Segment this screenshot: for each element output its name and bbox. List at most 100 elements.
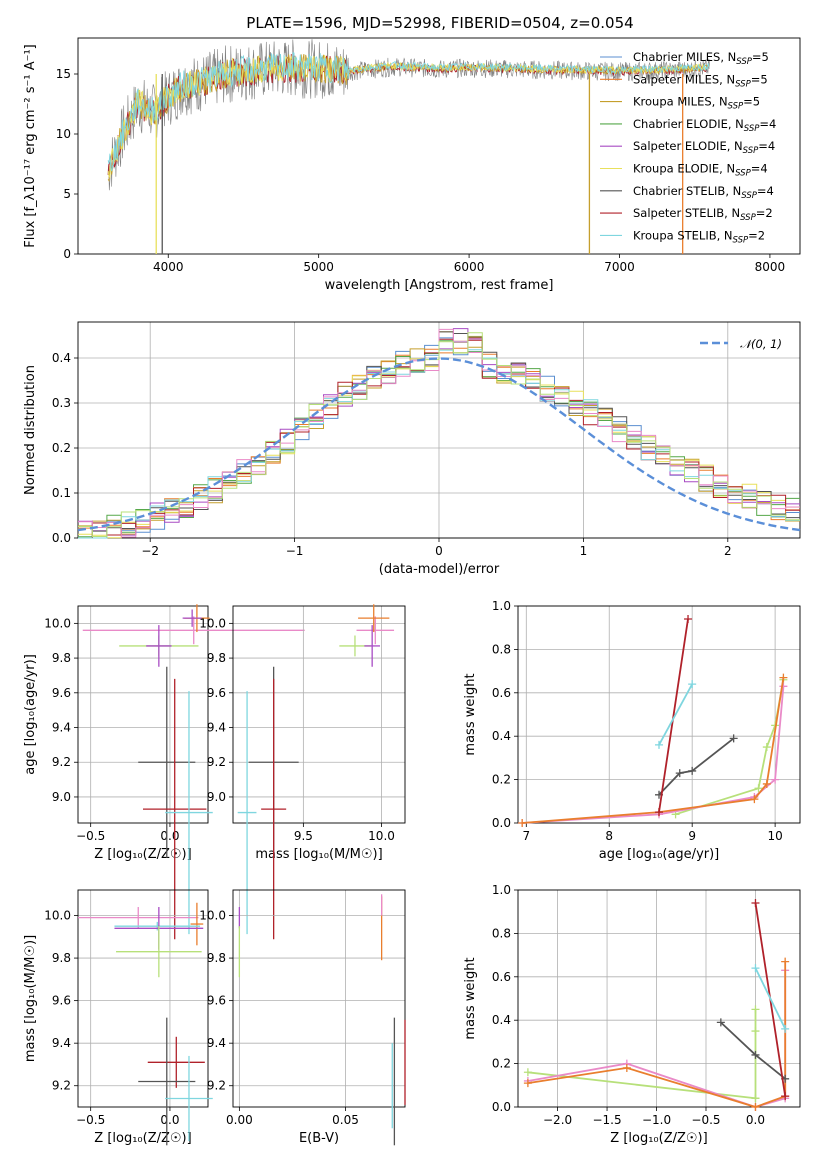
mass-weight-marker bbox=[716, 1018, 725, 1027]
mass-weight-marker bbox=[655, 740, 663, 749]
gaussian-reference-curve bbox=[77, 357, 801, 532]
errorbar-point bbox=[165, 691, 213, 935]
y-tick-label: 9.0 bbox=[207, 790, 226, 804]
y-axis-label: mass [log₁₀(M/M☉)] bbox=[23, 935, 38, 1062]
y-axis-label: age [log₁₀(age/yr)] bbox=[23, 654, 38, 775]
mass-weight-marker bbox=[781, 1092, 790, 1101]
x-tick-label: 0.0 bbox=[746, 1113, 765, 1127]
mass-weight-series bbox=[754, 967, 787, 1030]
x-tick-label: 6000 bbox=[454, 260, 485, 274]
x-tick-label: −2.0 bbox=[543, 1113, 572, 1127]
errorbar-point bbox=[358, 604, 390, 633]
axes-frame bbox=[232, 605, 406, 824]
mass-weight-series bbox=[658, 683, 693, 746]
spectrum-panel: 4000 5000 6000 7000 8000 0 5 10 15 wavelength [An… bbox=[23, 37, 801, 293]
x-tick-label: 5000 bbox=[303, 260, 334, 274]
mass-weight-marker bbox=[751, 1005, 760, 1014]
x-tick-label: −0.5 bbox=[691, 1113, 720, 1127]
mass-weight-marker bbox=[523, 1068, 532, 1077]
mass-weight-series bbox=[522, 686, 785, 824]
mass-weight-marker bbox=[729, 734, 738, 743]
mass-weight-marker bbox=[523, 1079, 532, 1088]
x-tick-label: 10.0 bbox=[368, 829, 395, 843]
axes-frame bbox=[77, 889, 209, 1108]
y-axis-label: mass weight bbox=[463, 673, 478, 755]
legend-entry: Kroupa MILES, NSSP=5 bbox=[633, 95, 760, 112]
x-tick-label: 9 bbox=[688, 829, 696, 843]
legend-entry: Kroupa ELODIE, NSSP=4 bbox=[633, 162, 768, 179]
y-tick-label: 9.6 bbox=[52, 994, 71, 1008]
x-tick-label: −1.0 bbox=[642, 1113, 671, 1127]
errorbar-point bbox=[237, 691, 257, 935]
mass-weight-series bbox=[658, 618, 689, 813]
mass-weight-marker bbox=[751, 964, 760, 973]
axes-frame bbox=[77, 605, 209, 824]
y-tick-label: 9.2 bbox=[207, 1079, 226, 1093]
errorbar-point bbox=[116, 926, 202, 978]
x-axis-label: E(B-V) bbox=[299, 1131, 339, 1146]
age-vs-Z-panel: −0.5 0.0 9.0 9.2 9.4 9.6 9.8 10.0 Z [log₁₀(Z/Z☉)… bbox=[23, 604, 305, 940]
y-tick-label: 0.2 bbox=[492, 773, 511, 787]
mass-weight-marker bbox=[781, 1024, 790, 1033]
x-tick-label: 0.0 bbox=[160, 829, 179, 843]
errorbar-point bbox=[364, 625, 380, 667]
x-tick-label: 0.00 bbox=[226, 1113, 253, 1127]
y-tick-label: 9.0 bbox=[52, 790, 71, 804]
errorbar-point bbox=[138, 1017, 196, 1146]
spectrum-model-line bbox=[107, 51, 710, 172]
mass-weight-marker bbox=[622, 1063, 631, 1072]
y-tick-label: 9.8 bbox=[207, 951, 226, 965]
y-tick-label: 0.3 bbox=[52, 396, 71, 410]
mass-weight-marker bbox=[655, 808, 663, 817]
y-tick-label: 9.4 bbox=[207, 721, 226, 735]
y-tick-label: 0.6 bbox=[492, 970, 511, 984]
mass-weight-marker bbox=[675, 769, 684, 778]
errorbar-point bbox=[165, 1055, 213, 1142]
mass-weight-marker bbox=[688, 766, 697, 775]
legend-entry: Salpeter MILES, NSSP=5 bbox=[633, 72, 768, 89]
y-tick-label: 9.6 bbox=[207, 686, 226, 700]
residual-histogram-series bbox=[78, 332, 800, 537]
y-tick-label: 10 bbox=[56, 127, 71, 141]
residual-legend: 𝒩(0, 1) bbox=[700, 337, 782, 351]
mass-weight-marker bbox=[518, 819, 527, 827]
y-axis-label: Normed distribution bbox=[23, 365, 38, 495]
errorbar-point bbox=[147, 1036, 205, 1088]
errorbar-point bbox=[356, 616, 395, 645]
x-tick-label: 7000 bbox=[604, 260, 635, 274]
x-tick-label: 1 bbox=[580, 544, 588, 558]
x-tick-label: −2 bbox=[141, 544, 159, 558]
mass-weight-marker bbox=[781, 957, 790, 966]
legend-entry: 𝒩(0, 1) bbox=[740, 337, 782, 351]
y-tick-label: 0.0 bbox=[492, 816, 511, 830]
y-axis-label: mass weight bbox=[463, 957, 478, 1039]
axes-frame bbox=[517, 889, 801, 1108]
x-tick-label: 0 bbox=[435, 544, 443, 558]
y-tick-label: 9.8 bbox=[52, 951, 71, 965]
mass-vs-EBV-panel: 0.00 0.05 9.2 9.4 9.6 9.8 10.0 E(B-V) bbox=[199, 889, 406, 1146]
mass-weight-marker bbox=[688, 680, 697, 689]
y-tick-label: 0.1 bbox=[52, 486, 71, 500]
mass-weight-marker bbox=[751, 899, 760, 908]
x-tick-label: 0.0 bbox=[160, 1113, 179, 1127]
y-tick-label: 1.0 bbox=[492, 599, 511, 613]
y-tick-label: 0.2 bbox=[52, 441, 71, 455]
axes-frame bbox=[232, 889, 406, 1108]
y-tick-label: 10.0 bbox=[44, 909, 71, 923]
mass-vs-Z-panel: −0.5 0.0 9.2 9.4 9.6 9.8 10.0 Z [log₁₀(Z/Z☉)] ma… bbox=[23, 889, 213, 1146]
mass-weight-marker bbox=[762, 743, 771, 752]
x-tick-label: −0.5 bbox=[76, 829, 105, 843]
errorbar-point bbox=[143, 678, 207, 940]
y-tick-label: 9.4 bbox=[207, 1036, 226, 1050]
y-tick-label: 1.0 bbox=[492, 883, 511, 897]
mass-weight-marker bbox=[751, 1094, 760, 1103]
mass-weight-marker bbox=[751, 1050, 760, 1059]
y-tick-label: 9.8 bbox=[52, 651, 71, 665]
x-tick-label: 10 bbox=[767, 829, 782, 843]
legend-entry: Chabrier ELODIE, NSSP=4 bbox=[633, 117, 776, 134]
mass-weight-marker bbox=[779, 682, 788, 691]
y-tick-label: 9.4 bbox=[52, 1036, 71, 1050]
y-tick-label: 9.2 bbox=[52, 755, 71, 769]
errorbar-point bbox=[190, 902, 204, 946]
